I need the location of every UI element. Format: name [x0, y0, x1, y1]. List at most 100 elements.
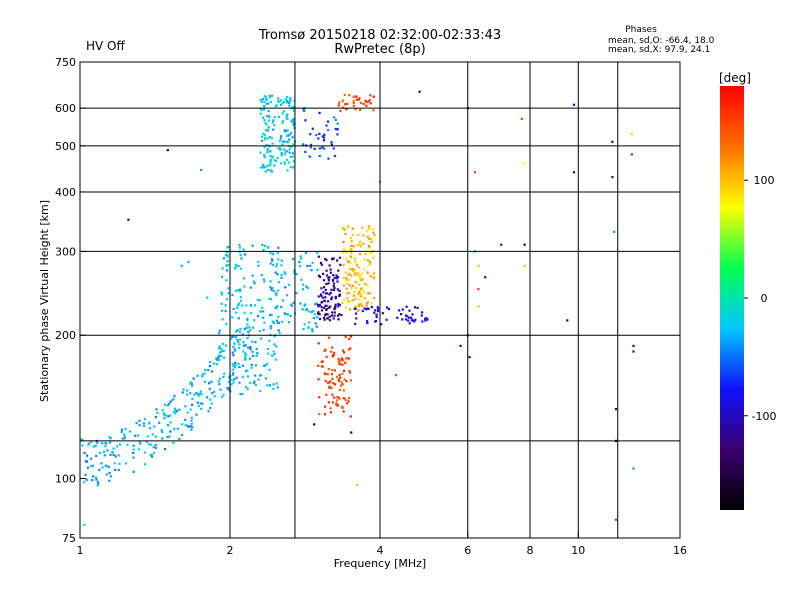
scatter-point — [277, 281, 281, 284]
scatter-point — [173, 394, 176, 397]
scatter-point — [372, 95, 375, 98]
scatter-point — [351, 227, 354, 230]
scatter-point — [338, 388, 342, 391]
scatter-point — [246, 317, 249, 320]
scatter-point — [357, 309, 360, 312]
scatter-point — [342, 106, 345, 109]
scatter-point — [286, 169, 289, 172]
scatter-point — [477, 288, 480, 291]
scatter-point — [365, 101, 368, 104]
scatter-point — [283, 148, 286, 151]
scatter-point — [209, 398, 212, 401]
scatter-point — [257, 260, 260, 264]
scatter-point — [81, 438, 84, 441]
scatter-point — [232, 373, 235, 376]
scatter-point — [284, 130, 287, 133]
scatter-point — [358, 298, 361, 301]
scatter-point — [263, 133, 266, 136]
scatter-point — [222, 375, 225, 379]
scatter-point — [284, 312, 287, 316]
scatter-point — [271, 121, 274, 124]
scatter-point — [244, 370, 248, 373]
y-tick-label: 500 — [55, 140, 76, 153]
scatter-point — [336, 280, 339, 283]
scatter-point — [340, 357, 343, 360]
scatter-point — [338, 373, 341, 376]
scatter-point — [281, 143, 284, 146]
y-axis: 75 100 200 300 400 500 600 750 — [55, 56, 86, 545]
scatter-point — [288, 102, 291, 105]
scatter-point — [210, 380, 213, 383]
scatter-point — [268, 116, 271, 119]
scatter-point — [260, 139, 263, 142]
scatter-point — [367, 225, 370, 228]
scatter-point — [325, 124, 328, 127]
scatter-point — [250, 363, 253, 366]
scatter-point — [231, 335, 234, 339]
scatter-point — [330, 387, 333, 390]
scatter-point — [283, 312, 286, 315]
scatter-point — [303, 109, 306, 112]
scatter-point — [322, 272, 325, 275]
scatter-point — [352, 95, 355, 98]
scatter-point — [289, 155, 292, 158]
scatter-point — [281, 121, 284, 124]
scatter-point — [249, 286, 252, 289]
scatter-point — [336, 396, 339, 399]
scatter-point — [191, 403, 194, 406]
scatter-point — [270, 288, 273, 291]
scatter-point — [304, 119, 307, 122]
scatter-point — [523, 162, 526, 165]
scatter-point — [209, 407, 212, 410]
scatter-point — [408, 322, 411, 325]
scatter-point — [255, 354, 258, 357]
scatter-point — [150, 455, 154, 458]
scatter-point — [234, 349, 237, 352]
scatter-point — [314, 322, 317, 325]
scatter-point — [94, 444, 97, 447]
scatter-point — [349, 308, 352, 311]
scatter-point — [103, 454, 106, 457]
scatter-point — [420, 314, 423, 317]
scatter-point — [293, 121, 296, 124]
scatter-point — [339, 363, 342, 366]
scatter-point — [404, 314, 408, 317]
scatter-point — [212, 362, 216, 365]
scatter-point — [101, 466, 104, 469]
scatter-point — [96, 480, 100, 484]
scatter-point — [269, 286, 272, 289]
scatter-point — [368, 292, 371, 295]
scatter-point — [357, 234, 360, 237]
scatter-point — [313, 313, 316, 316]
scatter-point — [276, 305, 279, 308]
scatter-point — [232, 308, 235, 311]
scatter-point — [279, 137, 282, 140]
scatter-point — [274, 105, 277, 108]
scatter-point — [359, 108, 362, 112]
scatter-point — [358, 242, 361, 246]
scatter-point — [299, 265, 302, 268]
scatter-point — [354, 261, 358, 264]
scatter-point — [281, 102, 284, 105]
scatter-point — [281, 299, 285, 302]
scatter-point — [289, 166, 293, 169]
scatter-point — [373, 277, 376, 280]
scatter-point — [161, 409, 164, 412]
scatter-point — [337, 378, 340, 381]
scatter-point — [342, 389, 345, 392]
scatter-point — [186, 411, 189, 414]
scatter-point — [328, 315, 331, 318]
scatter-point — [344, 335, 347, 338]
scatter-point — [163, 403, 166, 406]
scatter-point — [345, 108, 348, 111]
scatter-point — [269, 158, 272, 162]
scatter-point — [338, 294, 341, 297]
scatter-point — [263, 105, 266, 108]
scatter-point — [330, 288, 333, 291]
scatter-point — [189, 381, 192, 384]
scatter-point — [268, 368, 271, 371]
scatter-point — [320, 301, 323, 304]
scatter-point — [325, 355, 328, 358]
scatter-point — [108, 479, 111, 482]
scatter-point — [338, 101, 341, 104]
